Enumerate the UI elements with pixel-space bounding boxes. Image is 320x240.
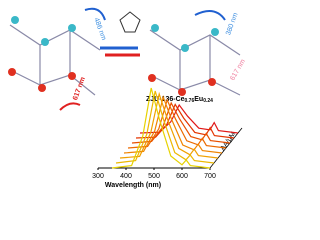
x-tick-label: 300 (92, 173, 104, 180)
x-tick-label: 700 (204, 173, 216, 180)
title-part: 0.76 (185, 98, 195, 104)
title-part: ZJU-136-Ce (146, 96, 185, 103)
spectrum (119, 91, 219, 159)
x-axis-label: Wavelength (nm) (105, 182, 161, 189)
figure: 486 nm 617 nm 380 nm 617 nm ZJU-136-Ce0.… (8, 7, 247, 189)
framework (8, 7, 241, 111)
spectrum (111, 87, 211, 169)
label: 617 nm (72, 76, 87, 101)
chart-title: ZJU-136-Ce0.76Eu0.24 (146, 96, 213, 104)
spectrum (135, 103, 235, 139)
spectrum (115, 90, 215, 164)
label: 617 nm (229, 58, 247, 82)
x-tick-label: 500 (148, 173, 160, 180)
spectrum (123, 94, 223, 154)
label: 486 nm (92, 17, 107, 41)
label: 380 nm (225, 12, 240, 36)
spectrum (131, 101, 231, 144)
title-part: Eu (194, 96, 203, 103)
x-tick-label: 400 (120, 173, 132, 180)
x-tick-label: 600 (176, 173, 188, 180)
spectrum (127, 98, 227, 149)
title-part: 0.24 (203, 98, 213, 104)
